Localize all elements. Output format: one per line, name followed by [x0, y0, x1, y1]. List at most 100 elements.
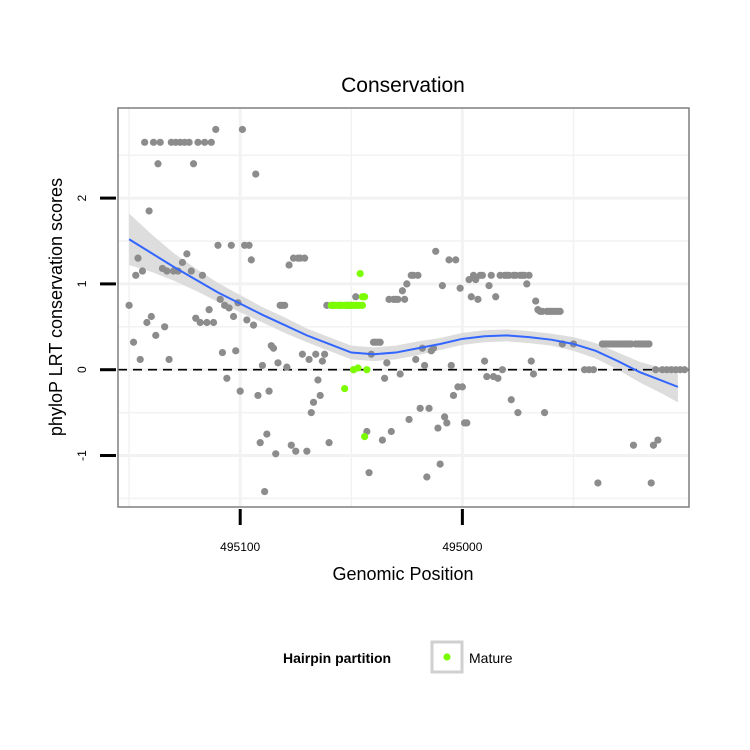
- data-point: [225, 304, 233, 312]
- data-point: [256, 439, 264, 447]
- data-point: [532, 297, 540, 305]
- data-point: [403, 280, 411, 288]
- data-point: [434, 424, 442, 432]
- plot-border: [117, 107, 690, 508]
- data-point: [198, 271, 207, 279]
- data-point: [405, 415, 413, 424]
- data-point: [378, 436, 386, 444]
- data-point: [232, 347, 240, 355]
- data-point: [178, 258, 187, 267]
- data-point: [394, 295, 402, 303]
- data-points: [125, 125, 689, 496]
- data-point: [383, 359, 391, 367]
- data-point: [494, 374, 502, 382]
- data-point-mature: [341, 384, 349, 393]
- data-point: [303, 447, 311, 455]
- data-point: [245, 241, 253, 249]
- data-point: [285, 261, 293, 269]
- data-point: [129, 338, 138, 346]
- smooth-confidence-band: [129, 213, 678, 403]
- data-point: [514, 409, 522, 417]
- data-point: [189, 160, 198, 168]
- data-point: [423, 473, 431, 481]
- data-point: [281, 301, 289, 309]
- plot-background: [118, 108, 689, 507]
- data-point: [412, 355, 420, 364]
- data-point: [540, 409, 549, 417]
- data-point: [163, 267, 171, 275]
- data-point-mature: [361, 433, 369, 441]
- data-point: [594, 479, 602, 487]
- data-point: [645, 340, 653, 348]
- plot-panel: [117, 107, 690, 508]
- data-point: [269, 344, 278, 352]
- data-point: [498, 366, 506, 374]
- data-point: [216, 295, 224, 303]
- data-point: [252, 170, 260, 178]
- data-point: [316, 391, 324, 400]
- data-point: [134, 254, 142, 262]
- data-point-mature: [363, 366, 371, 374]
- data-point: [272, 450, 280, 458]
- data-point: [203, 318, 211, 327]
- data-point: [152, 331, 160, 339]
- data-point: [161, 323, 169, 331]
- x-tick-label: 495000: [442, 540, 482, 554]
- data-point: [680, 366, 689, 374]
- data-point: [263, 430, 271, 438]
- data-point: [305, 355, 313, 364]
- data-point: [196, 318, 204, 327]
- data-point: [274, 359, 282, 367]
- data-point: [201, 138, 209, 146]
- data-point: [207, 138, 215, 146]
- data-point: [212, 125, 220, 134]
- data-point: [145, 207, 153, 215]
- x-axis-title: Genomic Position: [332, 564, 473, 584]
- data-point: [376, 338, 384, 346]
- data-point: [465, 276, 473, 284]
- data-point: [478, 271, 486, 279]
- data-point: [249, 321, 258, 329]
- data-point: [298, 350, 307, 358]
- data-point: [258, 361, 267, 370]
- smooth-trend-line: [128, 238, 679, 388]
- data-point: [352, 293, 360, 301]
- data-point: [132, 271, 140, 279]
- data-point: [421, 361, 429, 370]
- data-point: [443, 419, 451, 427]
- data-point: [452, 256, 460, 264]
- data-point: [321, 350, 329, 358]
- data-point: [387, 427, 395, 436]
- data-point: [205, 306, 213, 314]
- data-point: [492, 293, 500, 301]
- y-tick-label: 1: [75, 280, 89, 287]
- data-point: [183, 250, 191, 258]
- data-point: [529, 370, 538, 378]
- data-point: [261, 487, 269, 496]
- data-point: [141, 138, 149, 146]
- y-tick-label: 2: [75, 194, 89, 201]
- data-point: [149, 138, 158, 146]
- data-point: [187, 267, 195, 275]
- data-point: [236, 387, 244, 395]
- data-point: [247, 256, 255, 264]
- data-point: [441, 413, 449, 421]
- data-point: [309, 398, 318, 406]
- data-point-mature: [358, 301, 366, 309]
- data-point: [456, 284, 464, 292]
- data-point: [416, 404, 424, 412]
- chart-title: Conservation: [341, 74, 465, 97]
- data-point: [136, 355, 144, 364]
- data-point: [467, 293, 475, 301]
- data-point: [527, 357, 535, 365]
- data-point: [143, 318, 151, 327]
- x-axis: 495100 495000: [220, 509, 483, 554]
- data-point: [318, 357, 327, 365]
- data-point: [401, 295, 409, 303]
- data-point: [556, 307, 564, 315]
- data-point: [156, 138, 164, 146]
- data-point: [138, 267, 147, 275]
- data-point: [398, 287, 406, 295]
- data-point: [525, 271, 533, 279]
- data-point: [652, 366, 660, 374]
